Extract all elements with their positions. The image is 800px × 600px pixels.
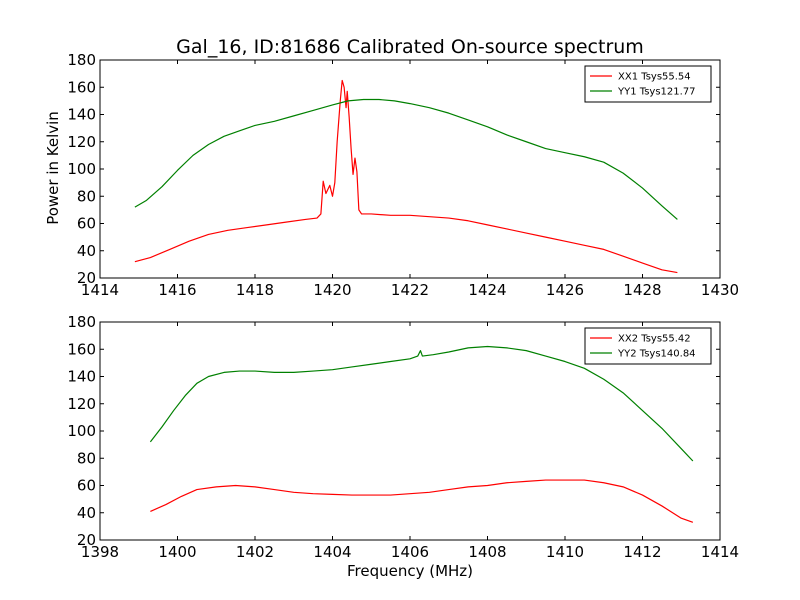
top-legend: XX1 Tsys55.54 YY1 Tsys121.77 xyxy=(584,65,712,103)
bottom-x-tick-label: 1398 xyxy=(81,543,119,561)
top-series-line-1 xyxy=(134,79,678,274)
chart-title: Gal_16, ID:81686 Calibrated On-source sp… xyxy=(176,36,644,58)
bottom-legend-box xyxy=(584,327,712,365)
top-x-tick-label: 1420 xyxy=(313,281,351,299)
bottom-panel: 1398 1400 1402 1404 1406 1408 1410 1412 1414 20 40… xyxy=(67,313,739,561)
bottom-series-line-1 xyxy=(150,479,694,523)
top-series-line-2 xyxy=(134,98,678,220)
bottom-x-tick-label: 1414 xyxy=(701,543,739,561)
top-y-tick-label: 80 xyxy=(77,187,96,205)
bottom-y-tick-label: 60 xyxy=(77,477,96,495)
bottom-x-tick-label: 1404 xyxy=(313,543,351,561)
bottom-legend: XX2 Tsys55.42 YY2 Tsys140.84 xyxy=(584,327,712,365)
top-y-tick-label: 140 xyxy=(67,106,96,124)
top-x-tick-label: 1416 xyxy=(158,281,196,299)
y-axis-label: Power in Kelvin xyxy=(44,111,62,225)
top-legend-box xyxy=(584,65,712,103)
bottom-y-tick-label: 180 xyxy=(67,313,96,331)
bottom-y-tick-label: 80 xyxy=(77,449,96,467)
bottom-x-tick-label: 1412 xyxy=(623,543,661,561)
top-y-tick-label: 60 xyxy=(77,215,96,233)
top-y-tick-label: 160 xyxy=(67,78,96,96)
top-legend-label-2: YY1 Tsys121.77 xyxy=(617,87,696,98)
top-y-tick-label: 180 xyxy=(67,51,96,69)
top-x-tick-label: 1424 xyxy=(468,281,506,299)
bottom-y-tick-label: 40 xyxy=(77,504,96,522)
bottom-legend-label-2: YY2 Tsys140.84 xyxy=(617,349,696,360)
top-y-tick-label: 40 xyxy=(77,242,96,260)
bottom-legend-label-1: XX2 Tsys55.42 xyxy=(618,334,691,345)
bottom-x-tick-label: 1402 xyxy=(236,543,274,561)
bottom-x-tick-label: 1406 xyxy=(391,543,429,561)
top-x-tick-label: 1430 xyxy=(701,281,739,299)
top-x-tick-label: 1426 xyxy=(546,281,584,299)
top-panel: 1414 1416 1418 1420 1422 1424 1426 1428 1430 20 40… xyxy=(67,51,739,299)
bottom-x-tick-label: 1408 xyxy=(468,543,506,561)
bottom-y-tick-label: 160 xyxy=(67,340,96,358)
x-axis-label: Frequency (MHz) xyxy=(347,562,473,580)
bottom-x-tick-label: 1410 xyxy=(546,543,584,561)
top-x-tick-label: 1422 xyxy=(391,281,429,299)
top-y-tick-label: 100 xyxy=(67,160,96,178)
top-legend-label-1: XX1 Tsys55.54 xyxy=(618,72,691,83)
bottom-x-tick-label: 1400 xyxy=(158,543,196,561)
top-y-tick-label: 120 xyxy=(67,133,96,151)
bottom-y-tick-label: 120 xyxy=(67,395,96,413)
top-x-tick-label: 1418 xyxy=(236,281,274,299)
top-x-tick-label: 1428 xyxy=(623,281,661,299)
top-y-tick-label: 20 xyxy=(77,269,96,287)
top-x-tick-label: 1414 xyxy=(81,281,119,299)
bottom-series-line-2 xyxy=(149,345,694,462)
bottom-y-tick-label: 100 xyxy=(67,422,96,440)
bottom-y-tick-label: 140 xyxy=(67,368,96,386)
bottom-y-tick-label: 20 xyxy=(77,531,96,549)
